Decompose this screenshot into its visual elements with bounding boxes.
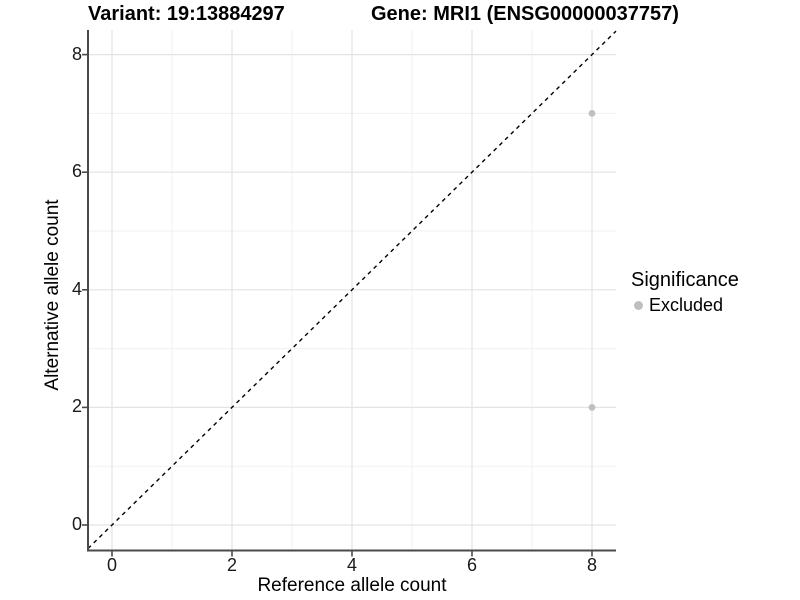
identity-dashed-line [87,30,617,550]
y-tick-label: 2 [71,396,82,417]
y-tick-label: 0 [71,514,82,534]
legend-item-excluded: Excluded [634,295,739,316]
legend-title: Significance [631,269,739,291]
x-axis-title: Reference allele count [257,575,447,596]
x-tick-label: 6 [466,555,477,575]
data-point [588,110,596,117]
y-tick-label: 8 [71,43,82,64]
y-axis-title: Alternative allele count [42,199,63,391]
y-tick-label: 4 [71,278,82,299]
gene-title: Gene: MRI1 (ENSG00000037757) [371,3,679,25]
x-tick-label: 8 [586,555,597,575]
data-point [588,404,596,411]
y-tick-label: 6 [71,161,82,182]
x-tick-label: 2 [226,555,237,575]
variant-title: Variant: 19:13884297 [88,3,285,25]
x-tick-label: 0 [106,555,117,575]
legend-item-label: Excluded [649,295,724,315]
x-tick-label: 4 [346,555,357,575]
legend: Significance Excluded [631,269,739,316]
excluded-point-icon [634,301,643,310]
